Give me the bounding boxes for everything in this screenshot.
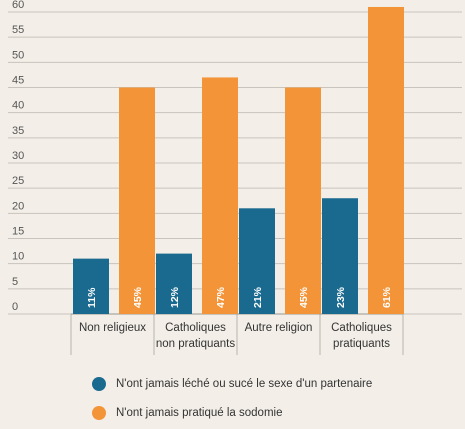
legend-marker-series-1	[92, 377, 106, 391]
y-tick-label: 15	[12, 226, 24, 238]
y-tick-label: 50	[12, 49, 24, 61]
bar-series-2	[119, 88, 155, 315]
data-label: 23%	[335, 286, 347, 308]
y-tick-label: 5	[12, 276, 18, 288]
legend-item-series-1: N'ont jamais léché ou sucé le sexe d'un …	[92, 377, 372, 391]
legend-item-series-2: N'ont jamais pratiqué la sodomie	[92, 406, 282, 420]
y-tick-label: 55	[12, 24, 24, 36]
bar-series-2	[368, 7, 404, 314]
y-tick-label: 35	[12, 125, 24, 137]
legend-label-series-2: N'ont jamais pratiqué la sodomie	[116, 407, 282, 419]
bar-series-2	[285, 88, 321, 315]
y-tick-label: 0	[12, 301, 18, 313]
y-tick-label: 40	[12, 100, 24, 112]
y-tick-label: 60	[12, 0, 24, 11]
category-label: non pratiquants	[156, 338, 236, 350]
data-label: 11%	[86, 287, 98, 308]
data-label: 45%	[132, 286, 144, 308]
data-label: 47%	[215, 286, 227, 308]
y-tick-label: 45	[12, 75, 24, 87]
data-label: 12%	[169, 286, 181, 308]
data-label: 61%	[381, 286, 393, 308]
category-label: Catholiques	[165, 322, 226, 334]
y-tick-label: 20	[12, 200, 24, 212]
category-label: Non religieux	[79, 322, 146, 334]
data-label: 45%	[298, 286, 310, 308]
category-label: Catholiques	[331, 322, 392, 334]
y-tick-label: 10	[12, 251, 24, 263]
legend-marker-series-2	[92, 406, 106, 420]
category-label: pratiquants	[333, 338, 390, 350]
y-tick-label: 25	[12, 175, 24, 187]
legend-label-series-1: N'ont jamais léché ou sucé le sexe d'un …	[116, 378, 372, 390]
bar-series-2	[202, 77, 238, 314]
y-tick-label: 30	[12, 150, 24, 162]
category-label: Autre religion	[245, 322, 313, 334]
data-label: 21%	[252, 286, 264, 308]
